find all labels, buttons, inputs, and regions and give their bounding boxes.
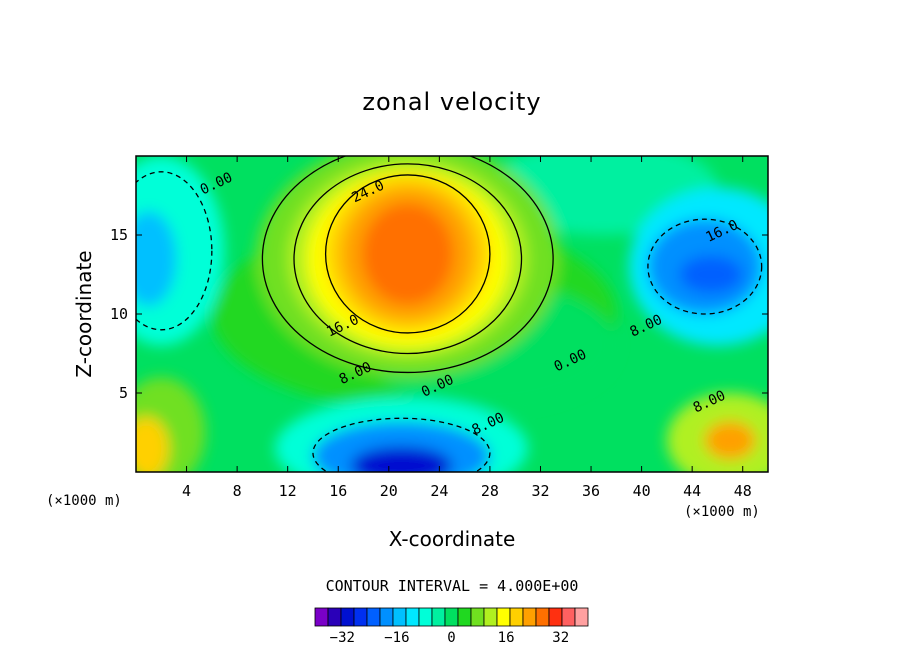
colorbar: −32 −16 0 16 32 <box>314 607 589 646</box>
colorbar-swatch-15 <box>509 607 524 627</box>
colorbar-swatch-14 <box>496 607 511 627</box>
contour-line-1 <box>293 163 523 355</box>
contour-line-3 <box>647 218 763 315</box>
x-tick-label-36: 36 <box>582 482 600 500</box>
field-region-4 <box>136 211 177 307</box>
colorbar-label-0: −32 <box>330 630 355 646</box>
colorbar-swatch-6 <box>392 607 407 627</box>
colorbar-swatch-9 <box>431 607 446 627</box>
colorbar-swatch-1 <box>327 607 342 627</box>
colorbar-swatch-13 <box>483 607 498 627</box>
colorbar-swatch-2 <box>340 607 355 627</box>
colorbar-swatch-10 <box>444 607 459 627</box>
y-tick-label-5: 5 <box>119 384 128 402</box>
x-unit-right: (×1000 m) <box>684 504 760 520</box>
field-region-20 <box>362 203 454 305</box>
x-tick-label-12: 12 <box>279 482 297 500</box>
x-tick-label-16: 16 <box>329 482 347 500</box>
colorbar-label-2: 0 <box>447 630 455 646</box>
field-region-7 <box>679 255 743 294</box>
colorbar-swatch-4 <box>366 607 381 627</box>
field-region-14 <box>704 421 756 460</box>
y-axis: 5 10 15 <box>110 226 768 402</box>
colorbar-swatch-19 <box>561 607 576 627</box>
x-axis-label: X-coordinate <box>388 527 516 551</box>
y-axis-label: Z-coordinate <box>72 250 96 378</box>
colorbar-swatch-18 <box>548 607 563 627</box>
colorbar-label-1: −16 <box>384 630 409 646</box>
colorbar-swatch-12 <box>470 607 485 627</box>
y-tick-label-15: 15 <box>110 226 128 244</box>
colorbar-swatch-17 <box>535 607 550 627</box>
colorbar-swatch-5 <box>379 607 394 627</box>
x-tick-label-20: 20 <box>380 482 398 500</box>
x-tick-label-44: 44 <box>683 482 701 500</box>
colorbar-swatch-20 <box>574 607 589 627</box>
contour-line-0 <box>261 156 554 374</box>
x-tick-label-48: 48 <box>734 482 752 500</box>
field-region-12 <box>136 416 169 472</box>
x-tick-label-24: 24 <box>430 482 448 500</box>
contour-line-5 <box>136 171 213 331</box>
x-tick-label-32: 32 <box>531 482 549 500</box>
x-axis: 4 8 12 16 20 24 28 32 36 40 44 48 <box>182 156 752 500</box>
contour-line-2 <box>324 174 491 334</box>
colorbar-swatch-8 <box>418 607 433 627</box>
x-tick-label-28: 28 <box>481 482 499 500</box>
colorbar-swatch-7 <box>405 607 420 627</box>
x-unit-left: (×1000 m) <box>46 493 122 509</box>
colorbar-swatch-16 <box>522 607 537 627</box>
colorbar-swatch-0 <box>314 607 329 627</box>
chart-title: zonal velocity <box>362 88 542 116</box>
colorbar-swatch-3 <box>353 607 368 627</box>
x-tick-label-8: 8 <box>233 482 242 500</box>
x-tick-label-40: 40 <box>633 482 651 500</box>
contour-interval: CONTOUR INTERVAL = 4.000E+00 <box>325 577 579 595</box>
colorbar-swatch-11 <box>457 607 472 627</box>
x-tick-label-4: 4 <box>182 482 191 500</box>
colorbar-label-3: 16 <box>498 630 515 646</box>
field-region-10 <box>350 446 452 472</box>
contour-line-4 <box>312 417 491 472</box>
colorbar-label-4: 32 <box>552 630 569 646</box>
y-tick-label-10: 10 <box>110 305 128 323</box>
contour-lines <box>136 156 763 472</box>
